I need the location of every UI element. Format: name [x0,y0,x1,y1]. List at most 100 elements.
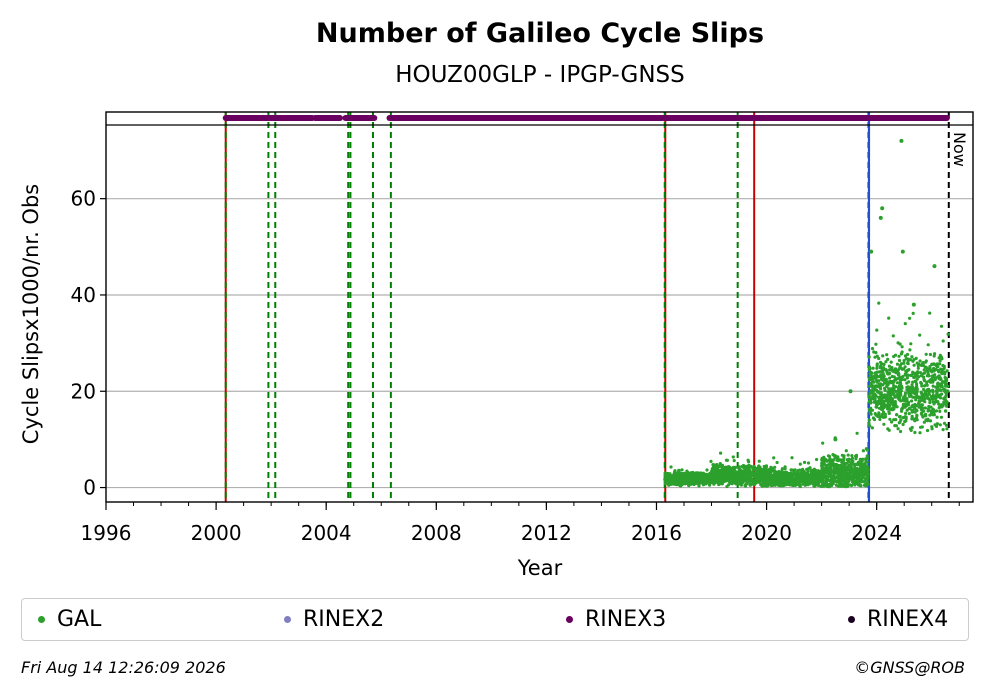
gal-point [867,396,871,400]
gal-point [868,400,872,404]
gal-point [854,453,859,457]
gal-point [751,466,755,470]
gal-point [705,468,709,472]
gal-point [938,362,942,366]
legend-item-rinex4: RINEX4 [848,599,948,640]
legend-marker-rinex4 [848,616,855,623]
gal-point [846,473,850,477]
gal-point [890,420,894,424]
gal-point [901,422,905,427]
gal-point [850,456,855,460]
gal-point [680,468,684,472]
gal-point [679,473,683,477]
gal-point [935,415,939,419]
gal-point [868,366,872,370]
now-label: Now [950,132,969,167]
gal-point [928,419,933,423]
gal-point [882,422,886,426]
gal-point [720,467,724,471]
gal-point [945,389,949,393]
gal-point [877,390,881,394]
gal-point [899,138,904,143]
gal-point [887,364,892,368]
gal-point [933,373,937,377]
gal-point [669,465,673,469]
gal-point [754,481,758,485]
legend-label-rinex3: RINEX3 [585,607,667,632]
gal-point [898,420,902,424]
gal-point [849,461,854,465]
gal-point [878,417,882,421]
gal-point [861,457,865,461]
gal-point [893,424,897,428]
gal-point [871,397,876,401]
gal-point [868,424,872,428]
gal-point [923,384,927,388]
gal-point [847,457,851,461]
grid-lines [106,198,973,489]
gal-point [944,423,949,427]
gal-point [875,328,879,332]
gal-point [679,478,683,482]
gal-point [903,405,907,409]
footer-timestamp: Fri Aug 14 12:26:09 2026 [21,658,226,677]
gal-point [928,311,932,315]
gal-point [815,457,819,462]
gal-point [897,395,901,399]
gal-point [945,402,949,407]
gal-point [857,469,862,473]
gal-point [886,372,890,376]
gal-point [796,476,800,480]
gal-point [800,477,804,481]
gal-point [803,471,808,475]
gal-point [938,359,942,363]
gal-point [911,380,915,384]
gal-point [836,477,841,481]
gal-point [729,470,733,475]
gal-point [880,407,885,412]
gal-point [877,356,881,361]
legend-marker-rinex3 [566,616,573,623]
gal-point [836,455,840,459]
gal-point [931,378,935,383]
gal-point [880,412,884,417]
gal-point [761,472,765,476]
gal-point [772,456,776,460]
gal-point [925,383,929,387]
gal-point [922,420,927,424]
gal-point [892,380,896,384]
gal-point [864,477,868,481]
gal-point [855,431,859,435]
gal-point [689,471,693,475]
gal-point [686,473,691,477]
gal-point [927,379,931,383]
gal-point [880,206,885,211]
gal-point [832,453,836,457]
gal-point [779,475,784,479]
x-axis-label: Year [517,556,563,580]
gal-point [834,480,838,484]
gal-point [820,456,824,460]
gal-point [901,402,906,406]
gal-point [865,448,870,452]
gal-point [822,481,826,485]
gal-point [912,387,916,391]
gal-point [885,383,889,387]
gal-point [905,376,910,380]
gal-point [783,465,787,469]
gal-point [945,427,949,431]
gal-point [903,420,907,424]
gal-point [831,480,835,484]
gal-point [853,483,857,487]
gal-point [867,421,871,425]
gal-point [692,472,697,476]
gal-point [709,459,713,463]
gal-point [912,375,916,379]
gal-point [894,385,898,389]
gal-point [712,482,716,486]
gal-point [710,477,715,481]
gal-point [789,480,793,484]
gal-point [883,415,888,419]
gal-point [865,456,870,461]
gal-point [884,360,888,364]
